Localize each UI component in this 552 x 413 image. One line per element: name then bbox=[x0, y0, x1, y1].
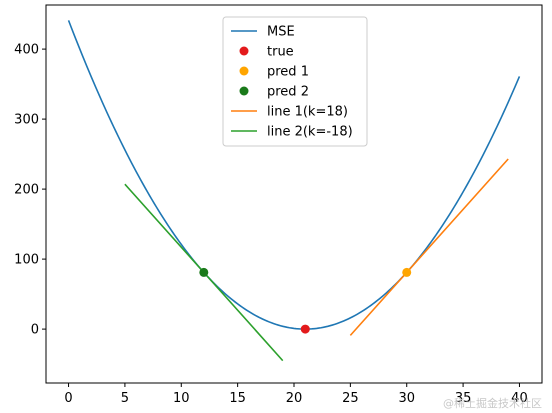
legend-swatch bbox=[239, 66, 249, 76]
point-true bbox=[300, 324, 310, 334]
point-pred-1 bbox=[402, 267, 412, 277]
x-tick-label: 25 bbox=[342, 391, 359, 406]
watermark: @稀土掘金技术社区 bbox=[443, 397, 542, 410]
point-pred-2 bbox=[199, 267, 209, 277]
legend-label: line 1(k=18) bbox=[267, 105, 348, 120]
legend-swatch bbox=[239, 46, 249, 56]
x-tick-label: 35 bbox=[455, 391, 472, 406]
series-tangent-line-1 bbox=[349, 158, 509, 336]
x-tick-label: 0 bbox=[64, 391, 72, 406]
x-tick-label: 5 bbox=[121, 391, 129, 406]
y-tick-label: 300 bbox=[14, 113, 39, 128]
legend-label: line 2(k=-18) bbox=[267, 125, 353, 140]
x-tick-label: 40 bbox=[511, 391, 528, 406]
series-mse-curve bbox=[67, 20, 521, 330]
y-tick-label: 100 bbox=[14, 253, 39, 268]
x-tick-label: 15 bbox=[229, 391, 246, 406]
legend-label: MSE bbox=[267, 25, 295, 40]
y-tick-label: 200 bbox=[14, 183, 39, 198]
y-tick-label: 400 bbox=[14, 43, 39, 58]
x-tick-label: 10 bbox=[173, 391, 190, 406]
legend-label: pred 1 bbox=[267, 65, 309, 80]
legend-swatch bbox=[239, 86, 249, 96]
x-tick-label: 20 bbox=[286, 391, 303, 406]
legend-label: true bbox=[267, 45, 294, 60]
y-tick-label: 0 bbox=[31, 323, 39, 338]
x-tick-label: 30 bbox=[398, 391, 415, 406]
legend-box bbox=[222, 16, 368, 147]
legend-label: pred 2 bbox=[267, 85, 309, 100]
